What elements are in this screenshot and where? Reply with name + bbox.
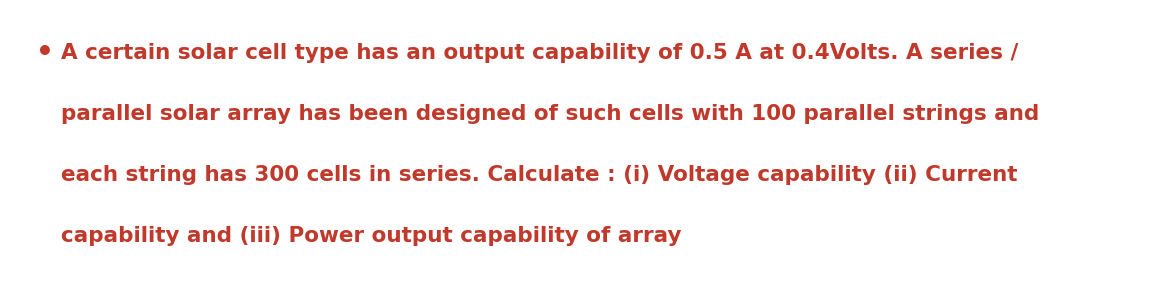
Text: each string has 300 cells in series. Calculate : (i) Voltage capability (ii) Cur: each string has 300 cells in series. Cal… [61, 165, 1018, 185]
Text: parallel solar array has been designed of such cells with 100 parallel strings a: parallel solar array has been designed o… [61, 104, 1039, 124]
Text: •: • [35, 40, 54, 67]
Text: capability and (iii) Power output capability of array: capability and (iii) Power output capabi… [61, 226, 681, 246]
Text: A certain solar cell type has an output capability of 0.5 A at 0.4Volts. A serie: A certain solar cell type has an output … [61, 43, 1018, 64]
